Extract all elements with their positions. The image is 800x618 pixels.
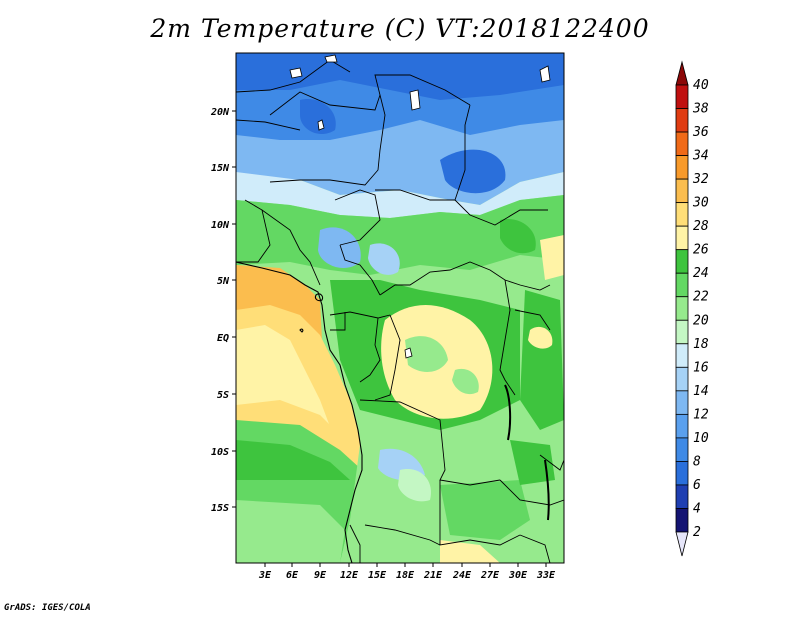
colorbar-swatch xyxy=(675,296,689,321)
colorbar-swatch xyxy=(675,131,689,156)
colorbar-label: 2 xyxy=(693,525,701,540)
lon-tick-label: 21E xyxy=(423,570,443,581)
grads-credit: GrADS: IGES/COLA xyxy=(4,603,91,613)
colorbar-label: 38 xyxy=(692,102,709,117)
colorbar-label: 8 xyxy=(693,454,701,469)
colorbar-swatch xyxy=(675,343,689,368)
colorbar-label: 12 xyxy=(693,407,709,422)
colorbar-label: 16 xyxy=(693,360,709,375)
colorbar-label: 22 xyxy=(693,290,709,305)
colorbar-label: 6 xyxy=(693,478,701,493)
coastlines xyxy=(236,261,363,563)
colorbar-swatch xyxy=(675,108,689,133)
colorbar-label: 18 xyxy=(693,337,709,352)
lon-tick-label: 15E xyxy=(368,570,387,581)
colorbar-swatch xyxy=(675,461,689,486)
lat-tick-label: 15S xyxy=(211,503,229,514)
colorbar-swatch xyxy=(675,249,689,274)
colorbar-label: 20 xyxy=(693,313,709,328)
colorbar-swatch xyxy=(675,413,689,439)
colorbar-swatch xyxy=(675,84,689,109)
lat-tick-label: 5S xyxy=(217,390,229,401)
colorbar-swatch xyxy=(675,390,689,415)
lon-tick-label: 33E xyxy=(536,570,556,581)
map-frame xyxy=(235,52,565,564)
colorbar-swatch xyxy=(675,155,689,180)
field-green-band xyxy=(236,195,564,275)
country-borders xyxy=(236,59,564,563)
colorbar-swatch xyxy=(675,178,689,204)
colorbar-label: 4 xyxy=(693,501,701,516)
colorbar-swatch xyxy=(675,202,689,227)
colorbar: 40 38 36 34 32 30 28 26 24 22 20 18 16 14 12 10 8 6 4 2 xyxy=(675,60,709,557)
colorbar-swatch xyxy=(675,484,689,509)
chart-title: 2m Temperature (C) VT:2018122400 xyxy=(150,14,650,43)
lon-tick-label: 27E xyxy=(480,570,500,581)
colorbar-swatch xyxy=(675,508,689,533)
colorbar-swatch xyxy=(675,437,689,462)
lat-tick-label: 10S xyxy=(211,447,229,458)
colorbar-label: 26 xyxy=(693,243,709,258)
lat-tick-label: 20N xyxy=(210,107,230,118)
colorbar-label: 40 xyxy=(693,78,709,93)
field-cyan-band xyxy=(236,172,564,218)
colorbar-label: 36 xyxy=(692,125,709,140)
lat-tick-label: 15N xyxy=(211,163,230,174)
lon-tick-label: 3E xyxy=(258,570,272,581)
field-north-dark-blue xyxy=(236,53,564,100)
colorbar-swatch xyxy=(675,225,689,251)
latitude-axis: 20N 15N 10N 5N EQ 5S 10S 15S xyxy=(210,107,236,514)
colorbar-label: 34 xyxy=(692,149,709,164)
colorbar-swatch xyxy=(675,366,689,392)
colorbar-label: 14 xyxy=(693,384,709,399)
longitude-axis: 3E 6E 9E 12E 15E 18E 21E 24E 27E 30E 33E xyxy=(258,563,556,581)
lat-tick-label: 10N xyxy=(211,220,230,231)
colorbar-label: 28 xyxy=(693,219,709,234)
colorbar-bottom-arrow xyxy=(675,531,689,557)
lon-tick-label: 12E xyxy=(340,570,359,581)
colorbar-label: 30 xyxy=(692,196,709,211)
lat-tick-label: 5N xyxy=(217,276,230,287)
lon-tick-label: 30E xyxy=(508,570,528,581)
lon-tick-label: 9E xyxy=(314,570,327,581)
colorbar-label: 32 xyxy=(692,172,709,187)
field-dark-blue-patch xyxy=(440,149,506,194)
lon-tick-label: 6E xyxy=(286,570,299,581)
colorbar-label: 24 xyxy=(693,266,709,281)
colorbar-swatch xyxy=(675,319,689,345)
lon-tick-label: 18E xyxy=(396,570,415,581)
colorbar-top-arrow xyxy=(675,60,689,86)
lat-tick-label: EQ xyxy=(217,333,229,344)
colorbar-swatch xyxy=(675,272,689,298)
map-field xyxy=(236,53,564,563)
colorbar-label: 10 xyxy=(693,431,709,446)
lon-tick-label: 24E xyxy=(452,570,472,581)
